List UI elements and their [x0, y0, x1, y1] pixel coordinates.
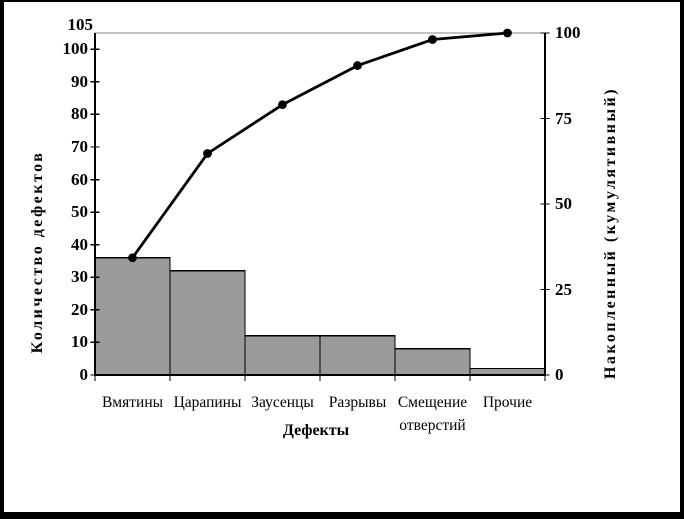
left-axis-tick-label: 80 — [71, 104, 88, 124]
cumulative-line-marker — [353, 61, 362, 70]
right-axis-tick-label: 100 — [555, 23, 581, 42]
x-category-label-line: отверстий — [399, 417, 466, 434]
cumulative-line — [131, 31, 509, 260]
x-category-label: Царапины — [153, 391, 263, 414]
x-category-label: Прочие — [453, 391, 563, 414]
x-category-label-line: Прочие — [482, 394, 533, 411]
x-axis-title: Дефекты — [282, 422, 350, 439]
left-axis-tick-label: 60 — [71, 169, 88, 189]
cumulative-line-marker — [278, 100, 287, 110]
right-axis-title: Накопленный (кумулятивный) — [602, 86, 619, 380]
left-axis-title: Количество дефектов — [29, 150, 46, 354]
x-category-label-line: Заусенцы — [251, 394, 314, 411]
left-axis-max-label: 105 — [67, 15, 94, 34]
x-category-label: Заусенцы — [228, 391, 338, 414]
x-category-label-line: Вмятины — [101, 394, 164, 411]
left-axis-tick-label: 40 — [71, 234, 88, 254]
x-category-label-line: Разрывы — [328, 394, 387, 411]
x-category-label-line: Царапины — [173, 394, 242, 411]
left-axis-tick-label: 50 — [71, 202, 88, 222]
left-axis-tick-label: 20 — [71, 299, 88, 319]
pareto-bar — [394, 348, 471, 376]
pareto-bar — [169, 270, 246, 376]
left-axis-tick-label: 70 — [71, 137, 88, 156]
left-axis-tick-label: 30 — [71, 267, 88, 287]
cumulative-line-marker — [503, 28, 512, 38]
right-axis-tick-label: 0 — [555, 365, 564, 384]
cumulative-line-marker — [428, 35, 437, 44]
left-axis-tick-label: 10 — [71, 332, 88, 352]
cumulative-line-marker — [128, 253, 137, 263]
x-category-label: Разрывы — [303, 391, 413, 414]
right-axis-tick-label: 75 — [555, 108, 572, 128]
x-category-label: Смещение отверстий — [378, 391, 488, 437]
left-axis-tick-label: 90 — [71, 71, 88, 91]
right-axis-tick-label: 50 — [555, 194, 572, 213]
x-category-label-line: Смещение — [397, 394, 468, 411]
right-axis-tick-label: 25 — [555, 279, 572, 299]
cumulative-line-marker — [203, 149, 212, 158]
left-axis-tick-label: 0 — [79, 365, 89, 384]
x-category-label: Вмятины — [78, 391, 188, 414]
left-axis-tick-label: 100 — [62, 39, 89, 59]
